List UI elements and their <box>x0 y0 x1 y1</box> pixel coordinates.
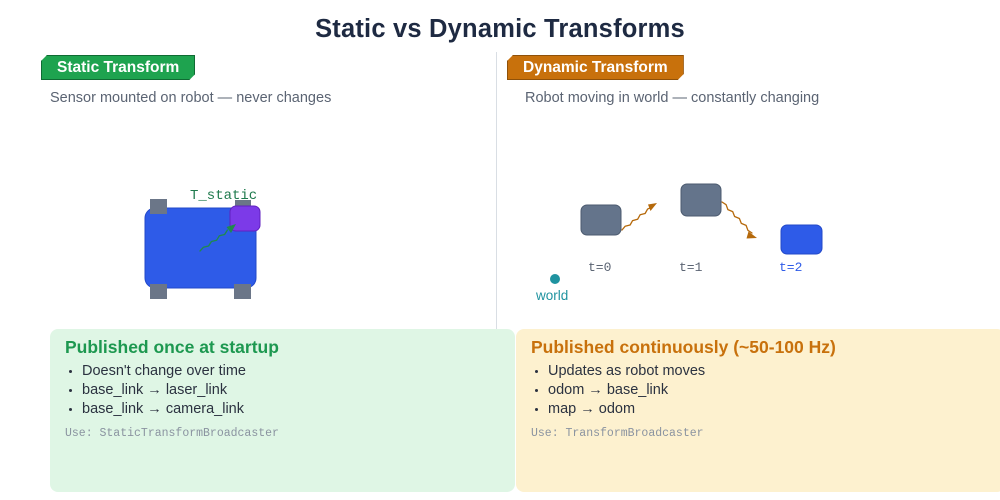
svg-text:t=0: t=0 <box>588 260 611 275</box>
svg-text:t=1: t=1 <box>679 260 703 275</box>
svg-text:world: world <box>535 288 568 303</box>
svg-text:t=2: t=2 <box>779 260 802 275</box>
